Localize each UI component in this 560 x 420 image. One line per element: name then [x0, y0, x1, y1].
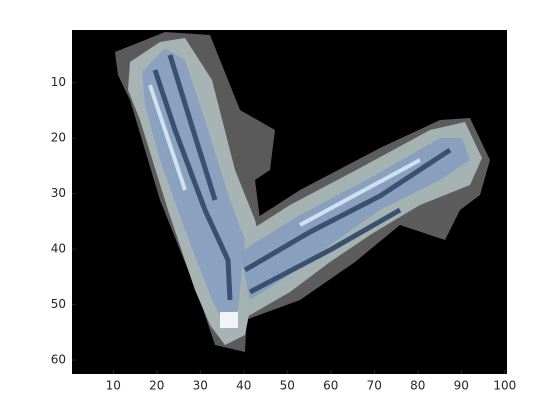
- arm: [240, 138, 470, 300]
- x-tick-label: 80: [410, 379, 425, 393]
- x-tick-label: 60: [323, 379, 338, 393]
- image-content: [115, 32, 490, 352]
- y-tick-label: 10: [51, 75, 66, 89]
- axes: 10 20 30 40 50 60 70 80 90 100 10 20 30 40 50 60: [51, 75, 517, 392]
- x-tick-label: 50: [280, 379, 295, 393]
- x-tick-label: 90: [454, 379, 469, 393]
- arm-edge: [152, 54, 233, 301]
- x-tick-label: 10: [106, 379, 121, 393]
- highlight: [148, 84, 421, 227]
- y-tick-label: 30: [51, 186, 66, 200]
- x-tick-label: 100: [493, 379, 516, 393]
- y-tick-label: 60: [51, 353, 66, 367]
- y-tick-label: 50: [51, 297, 66, 311]
- arm-edge: [243, 147, 452, 295]
- image: [72, 30, 507, 374]
- arm: [142, 48, 245, 325]
- x-tick-label: 30: [193, 379, 208, 393]
- y-tick-label: 40: [51, 242, 66, 256]
- x-tick-label: 40: [236, 379, 251, 393]
- highlight: [220, 312, 238, 328]
- x-tick-label: 70: [367, 379, 382, 393]
- y-tick-label: 20: [51, 131, 66, 145]
- x-tick-label: 20: [149, 379, 164, 393]
